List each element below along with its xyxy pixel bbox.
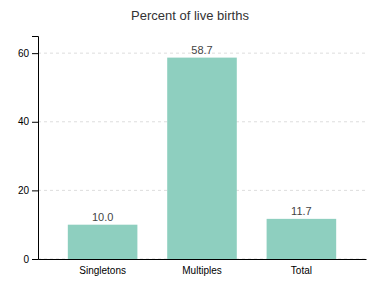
data-labels: 10.0 58.7 11.7 bbox=[92, 44, 312, 223]
tick: Total bbox=[291, 259, 312, 276]
chart: Percent of live births 0 20 40 60 Singletons M… bbox=[0, 0, 380, 289]
tick-label: Multiples bbox=[182, 265, 221, 276]
x-axis: Singletons Multiples Total bbox=[39, 259, 367, 276]
tick: Multiples bbox=[182, 259, 221, 276]
bar bbox=[68, 225, 138, 259]
tick: 60 bbox=[18, 48, 38, 59]
tick-label: 0 bbox=[23, 254, 29, 265]
data-label: 58.7 bbox=[191, 44, 212, 56]
tick: 40 bbox=[18, 116, 38, 127]
tick-label: 60 bbox=[18, 48, 30, 59]
bar bbox=[167, 58, 237, 259]
axis-line bbox=[39, 259, 367, 260]
bars bbox=[68, 58, 336, 259]
title: Percent of live births bbox=[131, 8, 249, 23]
y-axis: 0 20 40 60 bbox=[18, 37, 39, 265]
tick-label: 40 bbox=[18, 116, 30, 127]
tick-mark bbox=[32, 53, 38, 54]
tick-mark bbox=[32, 259, 38, 260]
tick-label: 20 bbox=[18, 185, 30, 196]
tick-mark bbox=[32, 190, 38, 191]
grid bbox=[38, 53, 366, 259]
tick-label: Total bbox=[291, 265, 312, 276]
bar bbox=[267, 219, 337, 259]
tick-label: Singletons bbox=[79, 265, 126, 276]
tick: Singletons bbox=[79, 259, 126, 276]
data-label: 10.0 bbox=[92, 211, 113, 223]
data-label: 11.7 bbox=[291, 205, 312, 217]
tick-mark bbox=[32, 122, 38, 123]
plot: 0204060SingletonsMultiplesTotal10.058.71… bbox=[18, 37, 367, 277]
tick: 0 bbox=[23, 254, 38, 265]
axis-line bbox=[32, 37, 39, 260]
tick: 20 bbox=[18, 185, 38, 196]
